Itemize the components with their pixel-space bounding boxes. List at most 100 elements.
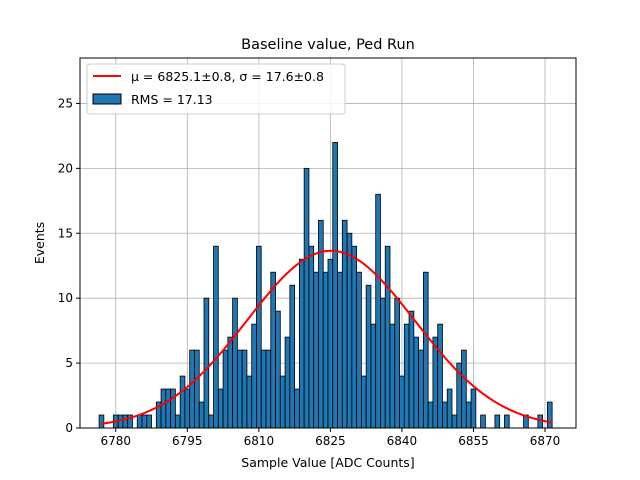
histogram-bar bbox=[303, 167, 310, 429]
histogram-bar bbox=[270, 271, 276, 429]
x-axis-label: Sample Value [ADC Counts] bbox=[241, 455, 414, 470]
legend-rms-swatch bbox=[92, 93, 122, 105]
histogram-bar bbox=[341, 219, 348, 429]
histogram-bar bbox=[184, 388, 191, 429]
legend-box bbox=[86, 63, 346, 115]
histogram-bar bbox=[332, 141, 338, 429]
histogram-bar bbox=[437, 323, 443, 429]
histogram-bar bbox=[203, 297, 210, 429]
x-tick-label: 6855 bbox=[458, 434, 489, 448]
histogram-bar bbox=[313, 271, 319, 429]
histogram-bar bbox=[236, 349, 243, 429]
histogram-bar bbox=[346, 232, 353, 429]
y-tick-label: 0 bbox=[65, 421, 73, 435]
histogram-bar bbox=[308, 245, 315, 429]
histogram-bar bbox=[189, 349, 195, 429]
histogram-bar bbox=[160, 388, 167, 429]
chart-title: Baseline value, Ped Run bbox=[241, 37, 415, 53]
histogram-bar bbox=[174, 414, 181, 429]
x-tick-label: 6870 bbox=[530, 434, 561, 448]
histogram-bar bbox=[265, 349, 272, 429]
histogram-bar bbox=[446, 388, 453, 429]
y-axis-ticks: 0 5 10 15 20 25 bbox=[58, 96, 80, 435]
histogram-bar bbox=[294, 388, 300, 429]
histogram-bar bbox=[360, 375, 367, 429]
histogram-bar bbox=[413, 336, 420, 429]
fit-curve bbox=[101, 249, 553, 425]
legend-rms-label: RMS = 17.13 bbox=[131, 92, 213, 107]
histogram-bar bbox=[122, 414, 129, 429]
histogram-bar bbox=[432, 336, 439, 429]
y-axis-label: Events bbox=[32, 222, 47, 264]
gaussian-fit bbox=[101, 249, 553, 425]
histogram-bar bbox=[399, 375, 405, 429]
histogram-bar bbox=[327, 258, 334, 429]
histogram-bar bbox=[422, 271, 429, 429]
histogram-bar bbox=[170, 388, 176, 429]
histogram-bar bbox=[194, 349, 200, 429]
x-tick-label: 6825 bbox=[315, 434, 346, 448]
histogram-bar bbox=[537, 414, 544, 429]
histogram-bar bbox=[418, 349, 424, 429]
histogram-bar bbox=[403, 323, 410, 429]
histogram-bar bbox=[241, 349, 248, 429]
histogram-bar bbox=[298, 258, 305, 429]
histogram-bar bbox=[375, 193, 381, 429]
histogram-bar bbox=[227, 336, 234, 429]
x-tick-label: 6840 bbox=[387, 434, 418, 448]
x-tick-label: 6795 bbox=[172, 434, 203, 448]
histogram-bar bbox=[256, 245, 262, 429]
histogram-bar bbox=[275, 310, 281, 429]
histogram-bar bbox=[351, 245, 358, 429]
histogram-bar bbox=[136, 414, 143, 429]
histogram-bar bbox=[179, 375, 186, 429]
histogram-bar bbox=[222, 349, 229, 429]
x-tick-label: 6780 bbox=[100, 434, 131, 448]
histogram-bar bbox=[208, 414, 214, 429]
histogram-bar bbox=[546, 401, 553, 429]
histogram-bar bbox=[232, 297, 238, 429]
histogram-bar bbox=[451, 414, 458, 429]
legend: μ = 6825.1±0.8, σ = 17.6±0.8 RMS = 17.13 bbox=[86, 63, 346, 115]
y-tick-label: 10 bbox=[58, 291, 73, 305]
histogram-bar bbox=[198, 401, 205, 429]
histogram-bar bbox=[260, 349, 267, 429]
histogram-bar bbox=[356, 271, 362, 429]
histogram-bar bbox=[408, 310, 415, 429]
histogram-bar bbox=[165, 388, 172, 429]
histogram-bar bbox=[461, 349, 467, 429]
plot-frame bbox=[79, 57, 577, 429]
legend-fit-label: μ = 6825.1±0.8, σ = 17.6±0.8 bbox=[131, 69, 324, 84]
histogram-bar bbox=[365, 284, 372, 429]
histogram-bar bbox=[380, 297, 386, 429]
histogram-bar bbox=[389, 323, 396, 429]
histogram-bar bbox=[141, 414, 148, 429]
histogram-bar bbox=[246, 375, 253, 429]
y-tick-label: 5 bbox=[65, 356, 73, 370]
histogram-bar bbox=[322, 271, 329, 429]
histogram-bar bbox=[217, 388, 224, 429]
histogram-bar bbox=[394, 297, 400, 429]
y-tick-label: 25 bbox=[58, 96, 73, 110]
x-axis-ticks: 6780 6795 6810 6825 6840 6855 6870 bbox=[100, 428, 560, 448]
histogram-bar bbox=[284, 336, 291, 429]
histogram-bar bbox=[470, 388, 477, 429]
histogram-bar bbox=[384, 245, 391, 429]
histogram-bar bbox=[251, 323, 257, 429]
x-tick-label: 6810 bbox=[244, 434, 275, 448]
histogram-bar bbox=[494, 414, 501, 429]
histogram-bar bbox=[480, 414, 486, 429]
histogram-bar bbox=[427, 401, 434, 429]
histogram-bar bbox=[279, 375, 286, 429]
histogram-bar bbox=[370, 323, 377, 429]
histogram-bar bbox=[442, 401, 448, 429]
histogram-bar bbox=[289, 284, 296, 429]
y-tick-label: 20 bbox=[58, 161, 73, 175]
histogram-bar bbox=[504, 414, 510, 429]
histogram-bar bbox=[146, 414, 152, 429]
histogram-bar bbox=[337, 271, 343, 429]
histogram-bar bbox=[213, 245, 219, 429]
histogram-bar bbox=[98, 414, 105, 429]
y-tick-label: 15 bbox=[58, 226, 73, 240]
